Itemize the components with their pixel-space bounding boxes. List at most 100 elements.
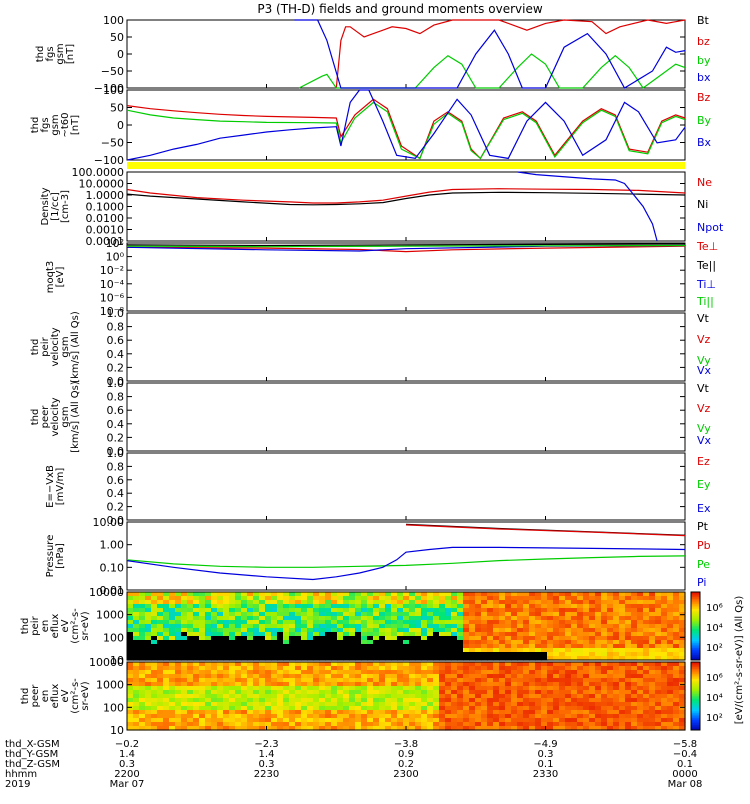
colorbar-swatch [691, 612, 700, 615]
heatmap-cell [667, 666, 674, 671]
heatmap-cell [265, 652, 272, 657]
heatmap-cell [541, 698, 548, 703]
heatmap-cell [331, 608, 338, 613]
heatmap-cell [505, 706, 512, 711]
heatmap-cell [235, 670, 242, 675]
heatmap-cell [613, 698, 620, 703]
colorbar-swatch [691, 696, 700, 699]
heatmap-cell [631, 628, 638, 633]
heatmap-cell [475, 616, 482, 621]
x-row-value: 2300 [393, 769, 418, 780]
heatmap-cell [661, 718, 668, 723]
heatmap-cell [169, 670, 176, 675]
heatmap-cell [379, 694, 386, 699]
heatmap-cell [457, 662, 464, 667]
heatmap-cell [535, 632, 542, 637]
heatmap-cell [169, 592, 176, 597]
heatmap-cell [439, 604, 446, 609]
heatmap-cell [145, 596, 152, 601]
heatmap-cell [337, 596, 344, 601]
heatmap-cell [649, 698, 656, 703]
heatmap-cell [313, 596, 320, 601]
heatmap-cell [571, 620, 578, 625]
heatmap-cell [643, 698, 650, 703]
heatmap-cell [523, 628, 530, 633]
heatmap-cell [487, 710, 494, 715]
heatmap-cell [505, 718, 512, 723]
heatmap-cell [373, 714, 380, 719]
heatmap-cell [403, 628, 410, 633]
heatmap-cell [343, 666, 350, 671]
heatmap-cell [529, 702, 536, 707]
heatmap-cell [415, 600, 422, 605]
heatmap-cell [313, 640, 320, 645]
heatmap-cell [313, 624, 320, 629]
heatmap-cell [175, 682, 182, 687]
heatmap-cell [559, 714, 566, 719]
heatmap-cell [163, 644, 170, 649]
heatmap-cell [361, 608, 368, 613]
x-row-value: 0.1 [677, 759, 693, 770]
heatmap-cell [145, 698, 152, 703]
heatmap-cell [373, 608, 380, 613]
heatmap-cell [583, 624, 590, 629]
heatmap-cell [535, 612, 542, 617]
heatmap-cell [319, 592, 326, 597]
heatmap-cell [391, 698, 398, 703]
heatmap-cell [301, 608, 308, 613]
heatmap-cell [637, 596, 644, 601]
heatmap-cell [193, 714, 200, 719]
heatmap-cell [289, 666, 296, 671]
heatmap-cell [145, 608, 152, 613]
heatmap-cell [247, 616, 254, 621]
x-row-label: hhmm [5, 769, 37, 780]
heatmap-cell [523, 682, 530, 687]
heatmap-cell [553, 726, 560, 731]
heatmap-cell [595, 718, 602, 723]
heatmap-cell [619, 706, 626, 711]
heatmap-cell [337, 726, 344, 731]
heatmap-cell [649, 726, 656, 731]
heatmap-cell [271, 694, 278, 699]
heatmap-cell [625, 620, 632, 625]
heatmap-cell [337, 628, 344, 633]
heatmap-cell [445, 636, 452, 641]
heatmap-cell [313, 698, 320, 703]
heatmap-cell [385, 682, 392, 687]
heatmap-cell [223, 694, 230, 699]
heatmap-cell [271, 678, 278, 683]
heatmap-cell [457, 648, 464, 653]
y-tick-label: −50 [101, 65, 124, 78]
heatmap-cell [391, 596, 398, 601]
heatmap-cell [559, 674, 566, 679]
heatmap-cell [271, 726, 278, 731]
heatmap-cell [265, 710, 272, 715]
heatmap-cell [643, 710, 650, 715]
heatmap-cell [547, 694, 554, 699]
heatmap-cell [289, 640, 296, 645]
heatmap-cell [163, 604, 170, 609]
colorbar-swatch [691, 605, 700, 608]
heatmap-cell [445, 674, 452, 679]
heatmap-cell [277, 662, 284, 667]
heatmap-cell [217, 644, 224, 649]
heatmap-cell [475, 694, 482, 699]
heatmap-cell [217, 628, 224, 633]
heatmap-cell [139, 624, 146, 629]
heatmap-cell [529, 644, 536, 649]
heatmap-cell [385, 698, 392, 703]
heatmap-cell [247, 718, 254, 723]
heatmap-cell [229, 686, 236, 691]
heatmap-cell [361, 620, 368, 625]
heatmap-cell [391, 674, 398, 679]
legend-entry: Pe [697, 558, 710, 571]
heatmap-cell [289, 710, 296, 715]
heatmap-cell [157, 698, 164, 703]
heatmap-cell [439, 682, 446, 687]
heatmap-cell [523, 702, 530, 707]
heatmap-cell [577, 722, 584, 727]
heatmap-cell [601, 662, 608, 667]
heatmap-cell [493, 662, 500, 667]
y-axis-label: sr-eV) [80, 611, 91, 640]
heatmap-cell [415, 690, 422, 695]
